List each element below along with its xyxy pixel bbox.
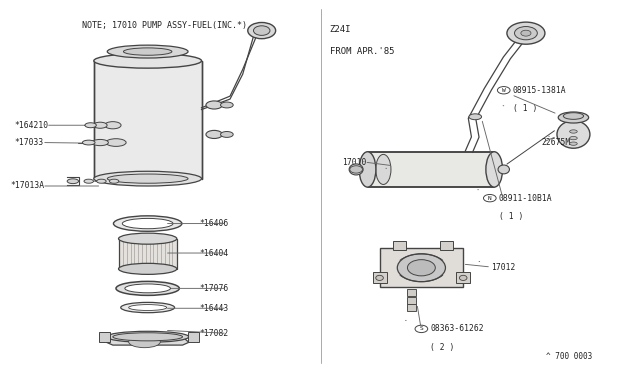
Ellipse shape: [558, 112, 589, 123]
Ellipse shape: [557, 121, 590, 148]
Circle shape: [350, 166, 362, 173]
Ellipse shape: [469, 114, 481, 120]
Ellipse shape: [221, 131, 233, 137]
Ellipse shape: [570, 130, 577, 133]
Circle shape: [408, 260, 435, 276]
Ellipse shape: [498, 165, 509, 174]
Text: 22675M: 22675M: [541, 138, 571, 147]
Text: W: W: [502, 88, 506, 93]
Ellipse shape: [113, 333, 182, 341]
Circle shape: [507, 22, 545, 44]
Text: 17010: 17010: [342, 158, 367, 167]
Text: FROM APR.'85: FROM APR.'85: [330, 47, 394, 56]
Bar: [456, 272, 470, 283]
Circle shape: [497, 87, 510, 94]
Text: *16406: *16406: [200, 219, 229, 228]
Text: S: S: [419, 326, 423, 331]
Bar: [188, 332, 199, 342]
Ellipse shape: [67, 179, 79, 184]
Text: ( 2 ): ( 2 ): [430, 343, 454, 352]
Text: *164210: *164210: [15, 121, 49, 130]
Bar: [367, 152, 494, 187]
Ellipse shape: [125, 284, 170, 293]
Text: 08363-61262: 08363-61262: [430, 324, 484, 333]
Ellipse shape: [486, 152, 502, 187]
Ellipse shape: [94, 171, 202, 186]
Polygon shape: [380, 248, 463, 287]
Text: ( 1 ): ( 1 ): [513, 104, 537, 113]
Ellipse shape: [84, 179, 93, 183]
Bar: [393, 241, 406, 250]
Bar: [440, 241, 453, 250]
Circle shape: [483, 195, 496, 202]
Circle shape: [253, 26, 270, 35]
Ellipse shape: [121, 302, 175, 313]
Ellipse shape: [93, 122, 107, 128]
Ellipse shape: [129, 305, 166, 311]
Polygon shape: [106, 337, 189, 345]
Text: 17012: 17012: [491, 263, 515, 272]
Bar: [118, 239, 177, 269]
Bar: [408, 297, 416, 304]
Bar: [408, 289, 416, 296]
Text: *17013A: *17013A: [11, 182, 45, 190]
Text: *17082: *17082: [200, 329, 229, 338]
Ellipse shape: [221, 102, 233, 108]
Text: *16443: *16443: [200, 304, 229, 313]
Ellipse shape: [359, 152, 376, 187]
Ellipse shape: [106, 139, 126, 146]
Ellipse shape: [122, 218, 173, 229]
Circle shape: [521, 30, 531, 36]
Circle shape: [515, 26, 538, 40]
Text: ( 1 ): ( 1 ): [499, 212, 523, 221]
Ellipse shape: [563, 113, 584, 119]
Ellipse shape: [124, 48, 172, 55]
Ellipse shape: [118, 263, 177, 275]
Text: *17033: *17033: [15, 138, 44, 147]
Text: Z24I: Z24I: [330, 25, 351, 34]
Bar: [408, 304, 416, 311]
Ellipse shape: [376, 275, 383, 280]
Ellipse shape: [108, 45, 188, 58]
Bar: [372, 272, 387, 283]
Ellipse shape: [109, 179, 119, 183]
Ellipse shape: [106, 331, 189, 342]
Ellipse shape: [83, 140, 95, 145]
Circle shape: [248, 22, 276, 39]
Ellipse shape: [206, 101, 223, 109]
Ellipse shape: [570, 142, 577, 145]
Ellipse shape: [92, 140, 108, 146]
Ellipse shape: [108, 174, 188, 183]
Ellipse shape: [85, 123, 97, 128]
Ellipse shape: [113, 216, 182, 231]
Text: ^ 700 0003: ^ 700 0003: [546, 352, 593, 360]
Text: *17076: *17076: [200, 284, 229, 293]
Ellipse shape: [376, 154, 391, 185]
Circle shape: [415, 325, 428, 333]
Text: N: N: [488, 196, 492, 201]
Bar: [99, 332, 110, 342]
Ellipse shape: [104, 122, 121, 129]
Text: NOTE; 17010 PUMP ASSY-FUEL(INC.*): NOTE; 17010 PUMP ASSY-FUEL(INC.*): [83, 21, 247, 30]
Ellipse shape: [97, 179, 106, 183]
Text: *16404: *16404: [200, 248, 229, 257]
Bar: [94, 61, 202, 179]
Ellipse shape: [116, 281, 179, 295]
Ellipse shape: [118, 233, 177, 244]
Text: 08915-1381A: 08915-1381A: [513, 86, 566, 95]
Circle shape: [397, 254, 445, 282]
Ellipse shape: [206, 131, 223, 138]
Text: 08911-10B1A: 08911-10B1A: [499, 194, 552, 203]
Ellipse shape: [94, 54, 202, 68]
Ellipse shape: [460, 275, 467, 280]
Ellipse shape: [129, 336, 161, 348]
Ellipse shape: [570, 137, 577, 140]
Ellipse shape: [349, 164, 363, 175]
